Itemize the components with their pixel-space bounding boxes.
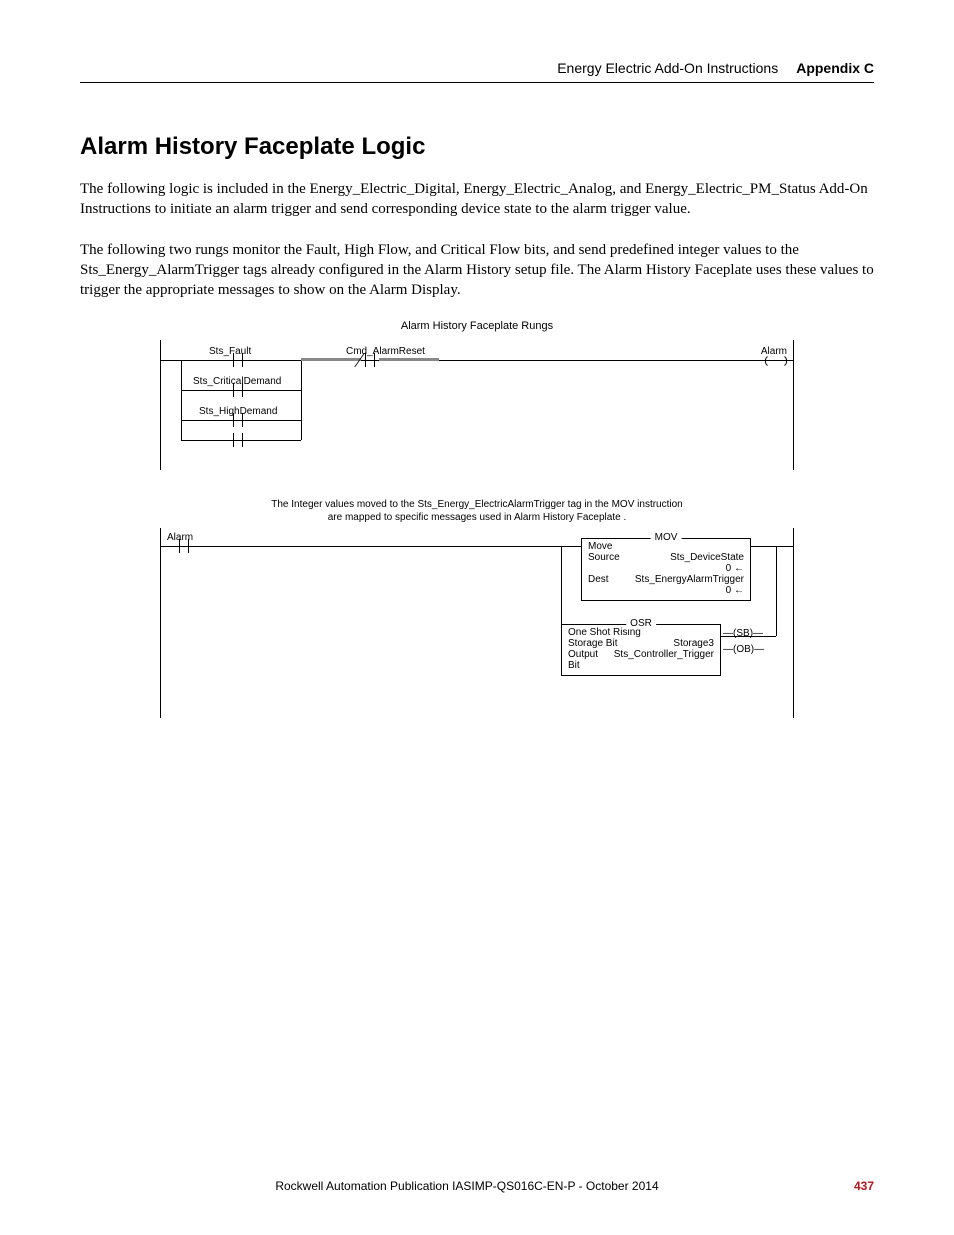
note-line1: The Integer values moved to the Sts_Ener… <box>271 499 682 510</box>
mov-source-label: Source <box>588 552 620 563</box>
mov-source-val: Sts_DeviceState <box>670 552 744 563</box>
mov-instruction: MOV Move Source Sts_DeviceState 0 ← Dest… <box>581 538 751 601</box>
osr-storage-val: Storage3 <box>673 638 714 649</box>
osr-title: OSR <box>626 618 656 629</box>
mov-dest-sub: 0 ← <box>588 585 744 596</box>
xic-icon <box>229 415 247 425</box>
ladder-diagram: Alarm History Faceplate Rungs Sts_Fault … <box>160 320 794 718</box>
page-number: 437 <box>854 1179 874 1193</box>
osr-storage-label: Storage Bit <box>568 638 617 649</box>
page-footer: Rockwell Automation Publication IASIMP-Q… <box>80 1179 874 1193</box>
ob-coil: —(OB)— <box>723 644 764 655</box>
xic-icon <box>229 385 247 395</box>
note-line2: are mapped to specific messages used in … <box>328 512 626 523</box>
rung-2: Alarm MOV Move Source Sts_DeviceState 0 … <box>160 528 794 718</box>
mov-title: MOV <box>651 532 682 543</box>
osr-output-label: Output Bit <box>568 649 606 671</box>
paragraph-2: The following two rungs monitor the Faul… <box>80 240 874 301</box>
osr-instruction: OSR One Shot Rising Storage Bit Storage3… <box>561 624 721 676</box>
osr-output-val: Sts_Controller_Trigger <box>614 649 714 671</box>
tag-cmd-alarmreset: Cmd_AlarmReset <box>346 346 425 357</box>
rung-1: Sts_Fault Sts_CriticalDemand Sts_HighDem… <box>160 340 794 470</box>
publication-id: Rockwell Automation Publication IASIMP-Q… <box>80 1179 854 1193</box>
mov-source-sub: 0 ← <box>588 563 744 574</box>
sb-coil: —(SB)— <box>723 628 763 639</box>
diagram-caption: Alarm History Faceplate Rungs <box>160 320 794 332</box>
appendix-label: Appendix C <box>796 60 874 76</box>
doc-section: Energy Electric Add-On Instructions <box>557 60 778 76</box>
xio-icon <box>361 355 379 365</box>
xic-icon <box>229 355 247 365</box>
mov-dest-label: Dest <box>588 574 609 585</box>
rung2-note: The Integer values moved to the Sts_Ener… <box>160 498 794 524</box>
running-head: Energy Electric Add-On Instructions Appe… <box>80 60 874 83</box>
paragraph-1: The following logic is included in the E… <box>80 179 874 220</box>
section-title: Alarm History Faceplate Logic <box>80 133 874 161</box>
xic-icon <box>229 435 247 445</box>
xic-icon <box>175 541 193 551</box>
coil-icon <box>765 354 787 368</box>
mov-dest-val: Sts_EnergyAlarmTrigger <box>635 574 744 585</box>
